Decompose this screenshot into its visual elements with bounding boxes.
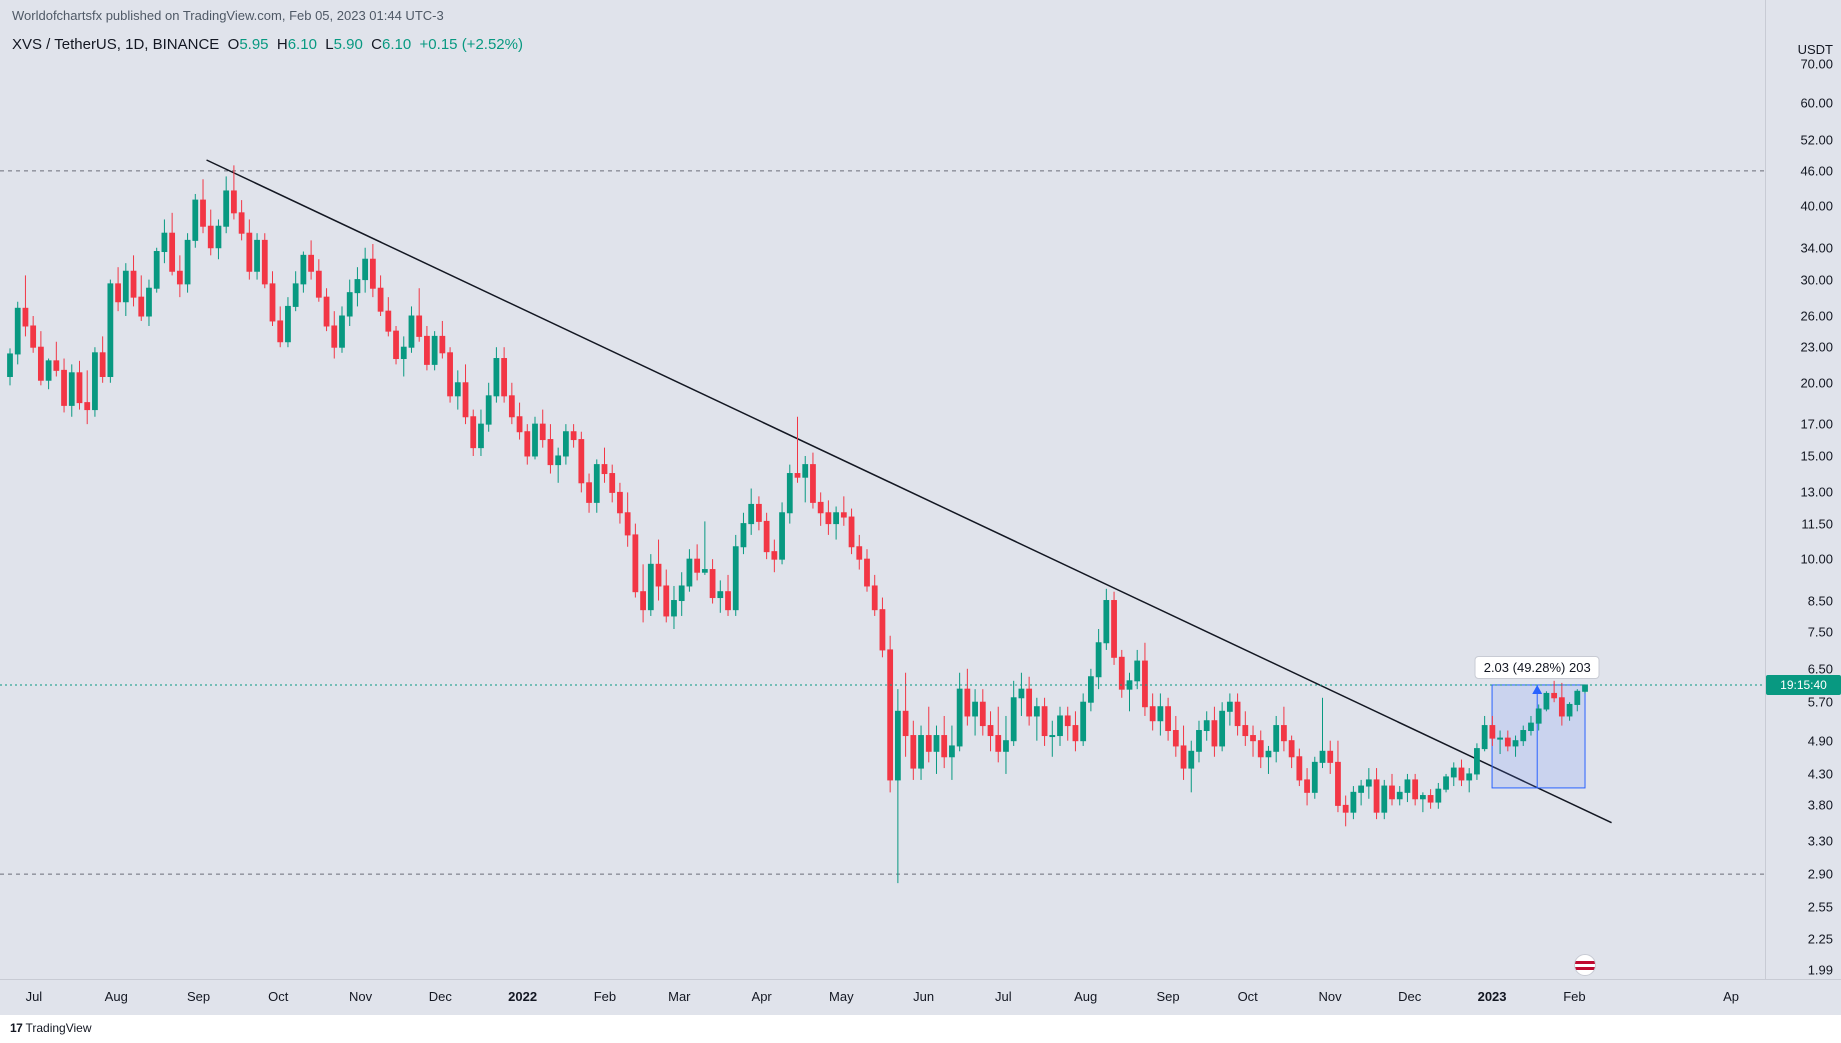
tradingview-brand: TradingView	[25, 1021, 91, 1035]
x-tick: May	[829, 989, 854, 1004]
y-tick: 30.00	[1800, 272, 1833, 287]
x-tick: Jul	[26, 989, 43, 1004]
y-tick: 3.30	[1808, 834, 1833, 849]
countdown-tag: 19:15:40	[1766, 675, 1841, 695]
chart-svg	[0, 0, 1765, 980]
publish-timestamp: Feb 05, 2023 01:44 UTC-3	[289, 8, 444, 23]
y-tick: 11.50	[1801, 516, 1833, 531]
ohlc-open: 5.95	[239, 36, 268, 53]
y-tick: 2.25	[1808, 931, 1833, 946]
y-tick: 2.55	[1808, 899, 1833, 914]
y-tick: 4.90	[1808, 733, 1833, 748]
x-tick: Mar	[668, 989, 690, 1004]
ohlc-close: 6.10	[382, 36, 411, 53]
y-tick: 26.00	[1800, 309, 1833, 324]
time-axis[interactable]: Jul Aug Sep Oct Nov Dec 2022 Feb Mar Apr May Jun Jul…	[0, 980, 1765, 1014]
y-tick: 15.00	[1800, 448, 1833, 463]
y-tick: 40.00	[1800, 199, 1833, 214]
x-tick: 2022	[508, 989, 537, 1004]
chart-plot-area[interactable]: Worldofchartsfx published on TradingView…	[0, 0, 1765, 980]
flag-us-icon	[1574, 954, 1596, 976]
ohlc-c-label: C	[371, 36, 382, 53]
y-tick: 1.99	[1808, 963, 1833, 978]
footer: 17 TradingView	[0, 1014, 1841, 1043]
publish-site: TradingView.com,	[183, 8, 286, 23]
y-tick: 17.00	[1800, 417, 1833, 432]
y-tick: 7.50	[1808, 625, 1833, 640]
x-tick: Sep	[1156, 989, 1179, 1004]
ohlc-high: 6.10	[288, 36, 317, 53]
symbol-legend: XVS / TetherUS, 1D, BINANCE O5.95 H6.10 …	[12, 36, 523, 53]
x-tick: Ap	[1723, 989, 1739, 1004]
x-tick: Dec	[1398, 989, 1421, 1004]
x-tick: Sep	[187, 989, 210, 1004]
publish-author: Worldofchartsfx	[12, 8, 102, 23]
y-tick: 2.90	[1808, 867, 1833, 882]
y-tick: 46.00	[1800, 163, 1833, 178]
y-tick: 5.70	[1808, 695, 1833, 710]
y-tick: 60.00	[1800, 96, 1833, 111]
change-abs: +0.15	[420, 36, 458, 53]
x-tick: Oct	[1238, 989, 1258, 1004]
tradingview-logo-icon: 17	[10, 1021, 22, 1035]
y-tick: 34.00	[1800, 240, 1833, 255]
x-tick: Aug	[105, 989, 128, 1004]
change-pct: (+2.52%)	[462, 36, 523, 53]
price-axis[interactable]: USDT 19:15:40 70.00 60.00 52.00 46.00 40.00 3…	[1765, 0, 1841, 980]
y-tick: 52.00	[1800, 132, 1833, 147]
axis-corner	[1765, 980, 1841, 1014]
x-tick: Jul	[995, 989, 1012, 1004]
measure-tool-label: 2.03 (49.28%) 203	[1475, 656, 1600, 679]
y-tick: 20.00	[1800, 375, 1833, 390]
y-tick: 8.50	[1808, 593, 1833, 608]
y-tick: 4.30	[1808, 766, 1833, 781]
ohlc-o-label: O	[228, 36, 240, 53]
x-tick: Nov	[1318, 989, 1341, 1004]
x-tick: Aug	[1074, 989, 1097, 1004]
ohlc-low: 5.90	[334, 36, 363, 53]
ohlc-h-label: H	[277, 36, 288, 53]
y-tick: 10.00	[1800, 552, 1833, 567]
axis-currency: USDT	[1798, 42, 1833, 57]
symbol-name: XVS / TetherUS, 1D, BINANCE	[12, 36, 219, 53]
x-tick: 2023	[1478, 989, 1507, 1004]
x-tick: Oct	[268, 989, 288, 1004]
publish-mid: published on	[106, 8, 180, 23]
x-tick: Apr	[752, 989, 772, 1004]
y-tick: 70.00	[1800, 56, 1833, 71]
x-tick: Nov	[349, 989, 372, 1004]
x-tick: Jun	[913, 989, 934, 1004]
publish-info: Worldofchartsfx published on TradingView…	[12, 8, 444, 23]
x-tick: Feb	[1563, 989, 1585, 1004]
y-tick: 23.00	[1800, 340, 1833, 355]
x-tick: Dec	[429, 989, 452, 1004]
ohlc-l-label: L	[325, 36, 333, 53]
y-tick: 3.80	[1808, 798, 1833, 813]
x-tick: Feb	[594, 989, 616, 1004]
y-tick: 13.00	[1800, 485, 1833, 500]
